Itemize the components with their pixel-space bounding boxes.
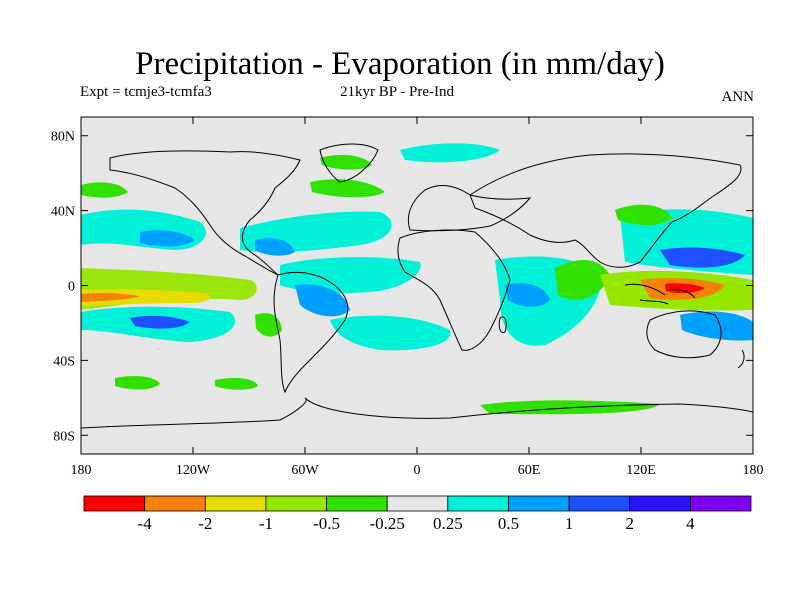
colorbar-label: 2 xyxy=(625,514,634,533)
colorbar-swatch xyxy=(508,495,570,512)
lon-tick-label: 0 xyxy=(414,463,421,478)
colorbar-swatch xyxy=(204,495,267,512)
colorbar-swatch xyxy=(326,495,388,512)
pe-field xyxy=(81,143,753,415)
pe-region-north-pacific-wet-2 xyxy=(140,230,195,247)
colorbar-swatch xyxy=(689,495,752,512)
colorbar-label: -2 xyxy=(198,514,212,533)
pe-region-amazon-wet xyxy=(295,284,350,317)
colorbar-swatch xyxy=(447,495,509,512)
pe-region-north-pacific-drying xyxy=(81,182,128,198)
colorbar: -4 -2 -1 -0.5 -0.25 0.25 0.5 1 2 4 xyxy=(83,495,752,533)
colorbar-swatch xyxy=(265,495,327,512)
map-title: Precipitation - Evaporation (in mm/day) xyxy=(135,46,665,82)
colorbar-label: -0.25 xyxy=(369,514,404,533)
pe-region-southern-ocean-drying-2 xyxy=(115,376,160,390)
pe-region-southern-ocean-drying-3 xyxy=(215,378,258,390)
colorbar-swatch xyxy=(83,495,146,512)
lat-tick-label: 40N xyxy=(51,205,75,220)
colorbar-swatch xyxy=(568,495,631,512)
latitude-axis: 80N 40N 0 40S 80S xyxy=(51,130,753,444)
greenland-coastline xyxy=(319,143,379,183)
pe-region-nordic-drying xyxy=(320,154,372,170)
lon-tick-label: 120E xyxy=(626,463,656,478)
pe-region-kuroshio-drying xyxy=(615,204,672,225)
pe-region-arabian-drying xyxy=(555,259,610,300)
coastlines xyxy=(81,143,753,429)
new-zealand-coastline xyxy=(737,349,745,369)
colorbar-label: 1 xyxy=(565,514,574,533)
colorbar-label: -4 xyxy=(138,514,153,533)
pe-region-indian-ocean-core xyxy=(505,283,550,307)
pe-region-south-pacific-core xyxy=(130,315,190,329)
lon-tick-label: 60W xyxy=(291,463,319,478)
colorbar-label: 0.5 xyxy=(498,514,519,533)
africa-coastline xyxy=(397,229,511,351)
lat-tick-label: 80N xyxy=(51,130,75,145)
season-label: ANN xyxy=(721,89,755,105)
colorbar-swatch xyxy=(629,495,691,512)
madagascar-coastline xyxy=(498,316,507,334)
pe-region-arctic-wet xyxy=(400,143,500,163)
colorbar-label: 0.25 xyxy=(433,514,463,533)
pe-region-chile-drying xyxy=(255,313,282,337)
pe-region-tasman-wet xyxy=(680,311,753,341)
lon-tick-label: 60E xyxy=(518,463,541,478)
period-label: 21kyr BP - Pre-Ind xyxy=(340,84,455,100)
lon-tick-label: 120W xyxy=(176,463,211,478)
colorbar-label: -0.5 xyxy=(313,514,340,533)
pe-region-west-pacific-core xyxy=(660,247,745,268)
pe-region-east-pacific-core xyxy=(81,292,140,302)
pe-region-south-atlantic-wet xyxy=(330,315,451,351)
antarctica-coastline xyxy=(81,397,753,429)
pe-region-north-atlantic-drying xyxy=(310,179,385,198)
north-america-coastline xyxy=(109,150,301,276)
lat-tick-label: 40S xyxy=(53,354,75,369)
longitude-axis: 180 120W 60W 0 60E 120E 180 xyxy=(71,117,764,478)
lat-tick-label: 80S xyxy=(53,429,75,444)
colorbar-swatch xyxy=(144,495,206,512)
colorbar-swatch xyxy=(386,495,449,512)
experiment-label: Expt = tcmje3-tcmfa3 xyxy=(80,84,212,100)
europe-coastline xyxy=(407,184,532,232)
lon-tick-label: 180 xyxy=(71,463,92,478)
pe-region-gulf-wet xyxy=(255,238,295,256)
pe-region-warm-pool-core xyxy=(665,283,705,293)
colorbar-label: 4 xyxy=(686,514,695,533)
australia-coastline xyxy=(646,310,722,359)
colorbar-label: -1 xyxy=(259,514,273,533)
asia-coastline xyxy=(469,153,742,268)
lat-tick-label: 0 xyxy=(68,280,75,295)
lon-tick-label: 180 xyxy=(743,463,764,478)
south-america-coastline xyxy=(273,271,349,394)
maritime-continent-coastline xyxy=(624,283,696,305)
pe-region-atlantic-itcz xyxy=(280,257,421,294)
